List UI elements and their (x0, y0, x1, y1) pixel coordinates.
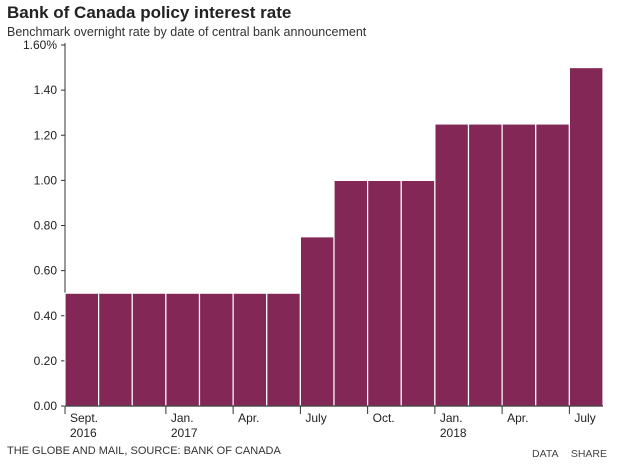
share-link[interactable]: SHARE (570, 448, 607, 460)
x-tick-label: Jan. (171, 411, 194, 425)
y-tick-label: 1.60% (23, 38, 57, 52)
y-tick-label: 0.00 (34, 399, 58, 413)
bars (64, 66, 604, 407)
bar (299, 236, 335, 407)
bar (568, 66, 604, 407)
x-tick-label: July (574, 411, 595, 425)
bar (333, 179, 369, 407)
x-tick-year-label: 2016 (70, 426, 97, 440)
footer-links: DATA SHARE (522, 448, 607, 460)
x-tick-label: Apr. (238, 411, 259, 425)
source-note: THE GLOBE AND MAIL, SOURCE: BANK OF CANA… (7, 445, 281, 457)
bar (165, 292, 201, 407)
bar (98, 292, 133, 407)
bar (535, 123, 570, 407)
y-axis: 0.00 0.20 0.40 0.60 0.80 1.00 1.20 1.40 1.60% (23, 38, 66, 413)
x-tick-label: July (305, 411, 326, 425)
data-link[interactable]: DATA (532, 448, 558, 460)
x-tick-year-label: 2018 (440, 426, 467, 440)
x-tick-label: Sept. (70, 411, 98, 425)
bar (367, 179, 402, 407)
bar (434, 123, 470, 407)
x-tick-label: Apr. (507, 411, 528, 425)
y-tick-label: 0.20 (34, 354, 58, 368)
y-tick-label: 0.40 (34, 309, 58, 323)
x-tick-label: Jan. (440, 411, 463, 425)
x-tick-year-label: 2017 (171, 426, 198, 440)
y-tick-label: 1.20 (34, 128, 58, 142)
bar (266, 292, 301, 407)
bar (400, 179, 436, 407)
chart-title: Bank of Canada policy interest rate (7, 3, 292, 22)
y-tick-label: 1.40 (34, 83, 58, 97)
bar (64, 292, 100, 407)
bar (467, 123, 503, 407)
chart-subtitle: Benchmark overnight rate by date of cent… (7, 25, 367, 39)
y-tick-label: 0.80 (34, 219, 58, 233)
y-tick-label: 1.00 (34, 173, 58, 187)
bar (232, 292, 268, 407)
x-tick-label: Oct. (373, 411, 395, 425)
bar (501, 123, 537, 407)
bar (198, 292, 234, 407)
y-tick-label: 0.60 (34, 264, 58, 278)
bar (131, 292, 167, 407)
